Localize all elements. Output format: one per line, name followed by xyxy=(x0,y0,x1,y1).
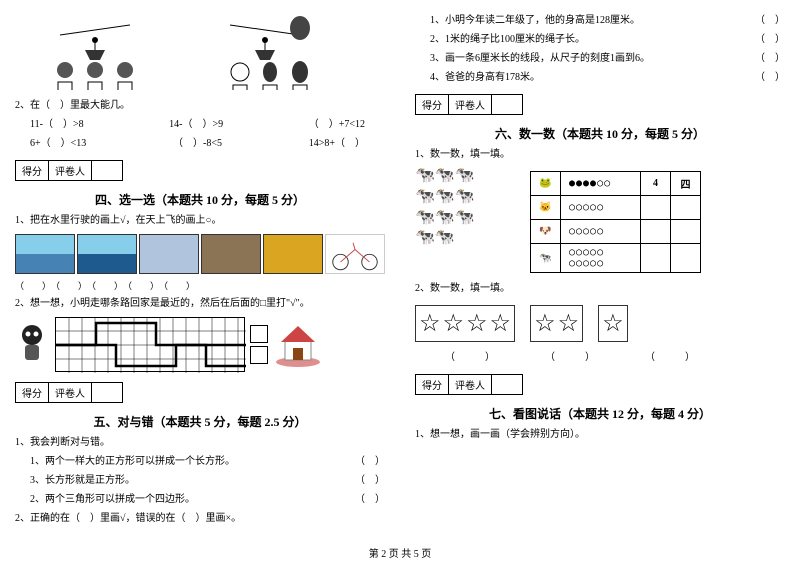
q2-item-1: 11-（ ）>8 xyxy=(30,117,84,133)
star-blank-1[interactable]: （ ） xyxy=(445,350,495,366)
q2-item-3: （ ）+7<12 xyxy=(309,117,365,133)
cell-r1c2: ●●●●○○ xyxy=(561,172,641,196)
count-table: 🐸 ●●●●○○ 4 四 🐱 ○○○○○ 🐶 ○○○○○ 🐄 xyxy=(530,171,701,273)
cell-frog: 🐸 xyxy=(531,172,561,196)
vehicle-ship1[interactable] xyxy=(15,234,75,274)
score-blank[interactable] xyxy=(92,161,122,180)
balance-image-left xyxy=(40,10,190,90)
vehicle-plane[interactable] xyxy=(139,234,199,274)
q5-1-2: 3、长方形就是正方形。 xyxy=(30,475,135,486)
vehicle-bike[interactable] xyxy=(325,234,385,274)
score-box-7: 得分 评卷人 xyxy=(415,374,523,395)
score-box-5: 得分 评卷人 xyxy=(15,382,123,403)
cell-r1c3: 4 xyxy=(641,172,671,196)
cell-r1c4: 四 xyxy=(671,172,701,196)
tf-4: 4、爸爸的身高有178米。 xyxy=(430,72,540,83)
q2-intro: 2、在（ ）里最大能几。 xyxy=(15,98,385,114)
cell-dog: 🐶 xyxy=(531,220,561,244)
path-check-2[interactable] xyxy=(250,346,268,364)
child-icon xyxy=(15,323,50,366)
vehicle-helicopter[interactable] xyxy=(201,234,261,274)
tf-2: 2、1米的绳子比100厘米的绳子长。 xyxy=(430,34,585,45)
q2-item-2: 14-（ ）>9 xyxy=(169,117,223,133)
vehicle-roller[interactable] xyxy=(263,234,323,274)
q5-2: 2、正确的在（ ）里画√，错误的在（ ）里画×。 xyxy=(15,511,385,527)
q4-1: 1、把在水里行驶的画上√，在天上飞的画上○。 xyxy=(15,213,385,229)
cell-cow: 🐄 xyxy=(531,244,561,273)
house-icon xyxy=(273,318,323,371)
grader-label: 评卷人 xyxy=(49,161,92,180)
vehicle-images xyxy=(15,234,385,274)
section-5-title: 五、对与错（本题共 5 分，每题 2.5 分） xyxy=(15,413,385,430)
q2-item-6: 14>8+（ ） xyxy=(309,136,365,152)
vehicle-ship2[interactable] xyxy=(77,234,137,274)
q4-2: 2、想一想，小明走哪条路回家是最近的，然后在后面的□里打"√"。 xyxy=(15,296,385,312)
star-blank-2[interactable]: （ ） xyxy=(545,350,595,366)
star-icon: ☆ xyxy=(419,309,441,338)
q6-2: 2、数一数，填一填。 xyxy=(415,281,785,297)
section-4-title: 四、选一选（本题共 10 分，每题 5 分） xyxy=(15,191,385,208)
score-label: 得分 xyxy=(16,161,49,180)
q2-item-4: 6+（ ）<13 xyxy=(30,136,86,152)
tf-3: 3、画一条6厘米长的线段，从尺子的刻度1画到6。 xyxy=(430,53,650,64)
q5-1-1: 1、两个一样大的正方形可以拼成一个长方形。 xyxy=(30,456,235,467)
path-grid-box xyxy=(55,317,245,372)
path-check-1[interactable] xyxy=(250,325,268,343)
stars-row: ☆ ☆ ☆ ☆ ☆ ☆ ☆ xyxy=(415,305,785,342)
balance-image-right xyxy=(210,10,360,90)
q5-1: 1、我会判断对与错。 xyxy=(15,435,385,451)
section-6-title: 六、数一数（本题共 10 分，每题 5 分） xyxy=(415,125,785,142)
cow-group-image: 🐄🐄🐄🐄🐄🐄🐄🐄🐄🐄🐄 xyxy=(415,166,525,278)
q2-item-5: （ ）-8<5 xyxy=(173,136,222,152)
score-box-6: 得分 评卷人 xyxy=(415,94,523,115)
q7-1: 1、想一想，画一画（学会辨别方向）。 xyxy=(415,427,785,443)
score-box-4: 得分 评卷人 xyxy=(15,160,123,181)
section-7-title: 七、看图说话（本题共 12 分，每题 4 分） xyxy=(415,405,785,422)
star-blank-3[interactable]: （ ） xyxy=(645,350,695,366)
q6-1: 1、数一数，填一填。 xyxy=(415,147,785,163)
q5-1-3: 2、两个三角形可以拼成一个四边形。 xyxy=(30,494,195,505)
page-footer: 第 2 页 共 5 页 xyxy=(0,545,800,560)
tf-1: 1、小明今年读二年级了，他的身高是128厘米。 xyxy=(430,15,640,26)
cell-cat: 🐱 xyxy=(531,196,561,220)
